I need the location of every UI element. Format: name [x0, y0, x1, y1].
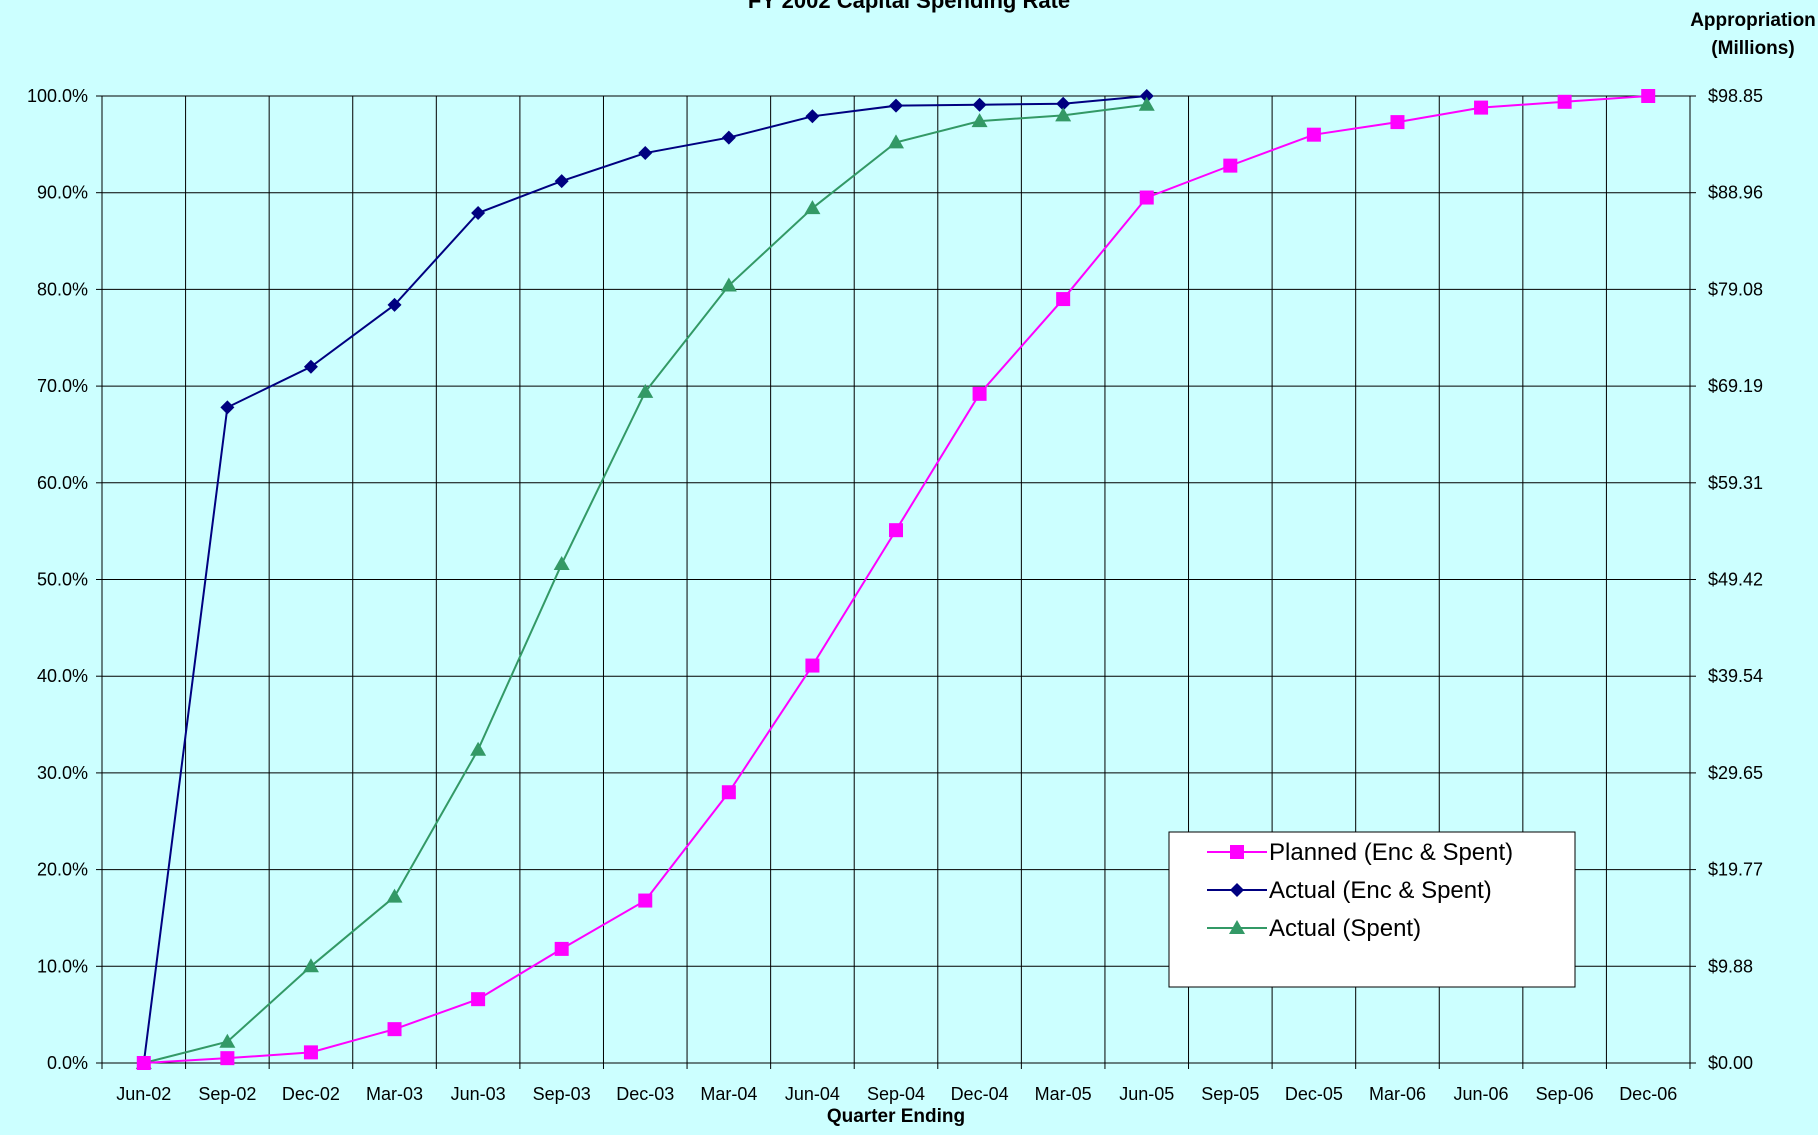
x-tick-label: Sep-03: [533, 1084, 591, 1104]
y2-axis-title-line2: (Millions): [1711, 38, 1794, 59]
x-tick-label: Mar-04: [700, 1084, 757, 1104]
y-tick-label: 50.0%: [37, 570, 88, 590]
x-tick-label: Sep-02: [198, 1084, 256, 1104]
data-point: [722, 785, 736, 799]
y2-tick-label: $88.96: [1708, 183, 1763, 203]
data-point: [1641, 89, 1655, 103]
x-tick-label: Dec-06: [1619, 1084, 1677, 1104]
data-point: [388, 1022, 402, 1036]
y2-tick-label: $29.65: [1708, 763, 1763, 783]
x-tick-label: Dec-02: [282, 1084, 340, 1104]
y2-tick-label: $9.88: [1708, 956, 1753, 976]
x-tick-label: Sep-06: [1536, 1084, 1594, 1104]
legend-label: Planned (Enc & Spent): [1269, 839, 1513, 866]
x-tick-label: Jun-05: [1119, 1084, 1174, 1104]
x-tick-label: Sep-04: [867, 1084, 925, 1104]
data-point: [1223, 159, 1237, 173]
y2-tick-label: $0.00: [1708, 1053, 1753, 1073]
data-point: [805, 659, 819, 673]
data-point: [555, 942, 569, 956]
data-point: [220, 1051, 234, 1065]
x-tick-label: Jun-04: [785, 1084, 840, 1104]
x-tick-label: Sep-05: [1201, 1084, 1259, 1104]
x-tick-label: Jun-06: [1454, 1084, 1509, 1104]
x-axis-title: Quarter Ending: [827, 1106, 965, 1127]
data-point: [1390, 115, 1404, 129]
x-tick-label: Dec-05: [1285, 1084, 1343, 1104]
y2-tick-label: $69.19: [1708, 376, 1763, 396]
y-tick-label: 0.0%: [47, 1053, 88, 1073]
y-tick-label: 90.0%: [37, 183, 88, 203]
data-point: [137, 1056, 151, 1070]
y-tick-label: 10.0%: [37, 956, 88, 976]
y2-tick-label: $59.31: [1708, 473, 1763, 493]
data-point: [1558, 95, 1572, 109]
x-tick-label: Dec-03: [616, 1084, 674, 1104]
y-tick-label: 80.0%: [37, 279, 88, 299]
y2-tick-label: $49.42: [1708, 570, 1763, 590]
y2-tick-label: $98.85: [1708, 86, 1763, 106]
x-tick-label: Jun-02: [116, 1084, 171, 1104]
y2-axis-title-line1: Appropriation: [1690, 10, 1816, 31]
y-tick-label: 20.0%: [37, 860, 88, 880]
y-tick-label: 100.0%: [27, 86, 88, 106]
y-tick-label: 70.0%: [37, 376, 88, 396]
x-tick-label: Jun-03: [451, 1084, 506, 1104]
legend-marker: [1230, 845, 1244, 859]
data-point: [1474, 101, 1488, 115]
legend-label: Actual (Spent): [1269, 915, 1421, 942]
data-point: [304, 1045, 318, 1059]
legend: Planned (Enc & Spent) Actual (Enc & Spent…: [1169, 832, 1575, 987]
x-tick-label: Mar-03: [366, 1084, 423, 1104]
data-point: [889, 523, 903, 537]
y-tick-label: 30.0%: [37, 763, 88, 783]
data-point: [471, 992, 485, 1006]
data-point: [638, 894, 652, 908]
y-tick-label: 60.0%: [37, 473, 88, 493]
y2-tick-label: $79.08: [1708, 279, 1763, 299]
legend-label: Actual (Enc & Spent): [1269, 877, 1492, 904]
data-point: [1056, 292, 1070, 306]
data-point: [1140, 191, 1154, 205]
y2-tick-label: $39.54: [1708, 666, 1763, 686]
x-tick-label: Mar-06: [1369, 1084, 1426, 1104]
x-tick-label: Dec-04: [951, 1084, 1009, 1104]
chart-title: FY 2002 Capital Spending Rate: [748, 0, 1070, 13]
data-point: [1307, 128, 1321, 142]
y-tick-label: 40.0%: [37, 666, 88, 686]
y2-tick-label: $19.77: [1708, 860, 1763, 880]
x-tick-label: Mar-05: [1035, 1084, 1092, 1104]
data-point: [973, 387, 987, 401]
